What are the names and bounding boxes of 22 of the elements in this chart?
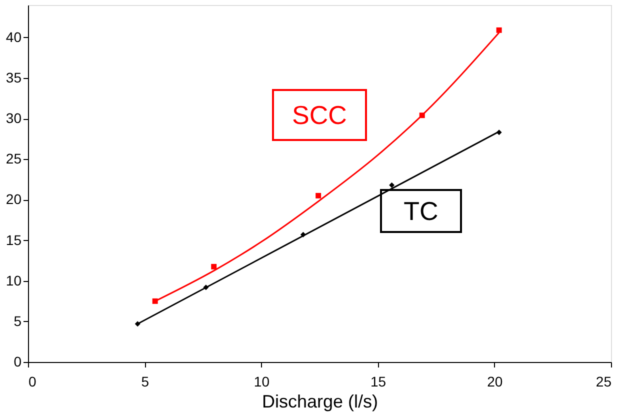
- point: [496, 27, 502, 33]
- x-tick-label: 5: [141, 374, 150, 390]
- x-tick-label: 25: [596, 374, 612, 390]
- y-tick-label: 20: [6, 191, 22, 208]
- text: SCC: [292, 100, 347, 130]
- y-tick-label: 35: [6, 70, 22, 86]
- y-tick-label: 40: [6, 28, 22, 45]
- y-tick-label: 10: [6, 272, 22, 288]
- y-tick-label: 5: [14, 312, 22, 329]
- y-tick-label: 0: [14, 354, 22, 370]
- series-label: TC: [404, 196, 438, 226]
- x-axis-title: Discharge (l/s): [262, 392, 378, 412]
- point: [389, 182, 395, 188]
- y-tick-label: 30: [6, 110, 22, 126]
- point: [211, 264, 217, 270]
- x-tick-label: 15: [370, 374, 386, 390]
- x-tick-label: 10: [254, 374, 270, 390]
- y-tick-label: 15: [6, 232, 22, 248]
- x-tick-label: 0: [28, 374, 36, 390]
- point: [316, 192, 322, 198]
- y-tick-label: 25: [6, 150, 22, 167]
- x-tick-label: 20: [487, 374, 503, 390]
